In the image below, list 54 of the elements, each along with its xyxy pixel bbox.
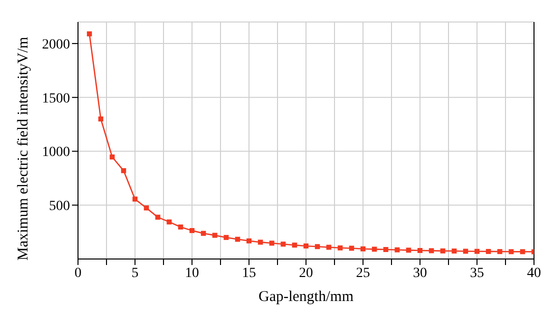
x-tick-label: 20	[299, 266, 313, 281]
x-tick-label: 35	[470, 266, 484, 281]
x-tick-label: 0	[74, 266, 82, 281]
point	[269, 240, 274, 246]
point	[406, 248, 412, 253]
point	[178, 224, 184, 230]
point	[212, 232, 218, 238]
x-tick-label: 40	[527, 266, 541, 281]
y-axis-title: Maximum electric field intensityV/m	[15, 36, 32, 260]
point	[338, 245, 343, 250]
point	[155, 214, 160, 220]
y-tick-label: 500	[49, 199, 70, 214]
point	[235, 236, 240, 242]
x-tick-label: 5	[132, 266, 138, 281]
y-tick-label: 2000	[42, 38, 70, 53]
point	[304, 243, 308, 248]
point	[452, 248, 457, 254]
point	[360, 246, 366, 252]
point	[463, 248, 468, 254]
x-axis-title: Gap-length/mm	[258, 289, 354, 305]
point	[246, 238, 252, 244]
point	[190, 228, 194, 234]
point	[200, 230, 206, 236]
point	[86, 31, 92, 36]
point	[497, 249, 502, 254]
point	[258, 240, 263, 245]
point	[486, 248, 491, 254]
point	[349, 246, 354, 251]
point	[326, 244, 332, 250]
point	[280, 242, 286, 247]
x-tick-label: 10	[185, 266, 199, 281]
point	[474, 248, 480, 254]
point	[394, 247, 400, 252]
point	[132, 196, 138, 202]
point	[383, 247, 388, 252]
x-tick-label: 30	[413, 266, 427, 281]
point	[372, 246, 377, 252]
x-tick-label: 15	[242, 266, 256, 281]
point	[166, 219, 172, 224]
point	[224, 234, 229, 240]
point	[110, 154, 115, 160]
point	[418, 248, 422, 253]
point	[98, 116, 104, 122]
point	[520, 249, 526, 254]
point	[292, 242, 298, 248]
point	[314, 244, 320, 250]
point	[440, 248, 446, 254]
y-tick-label: 1000	[42, 145, 70, 160]
point	[121, 168, 126, 174]
point	[428, 248, 434, 254]
y-tick-label: 1500	[42, 91, 70, 106]
point	[508, 249, 514, 254]
point	[144, 205, 149, 210]
x-tick-label: 25	[356, 266, 370, 281]
